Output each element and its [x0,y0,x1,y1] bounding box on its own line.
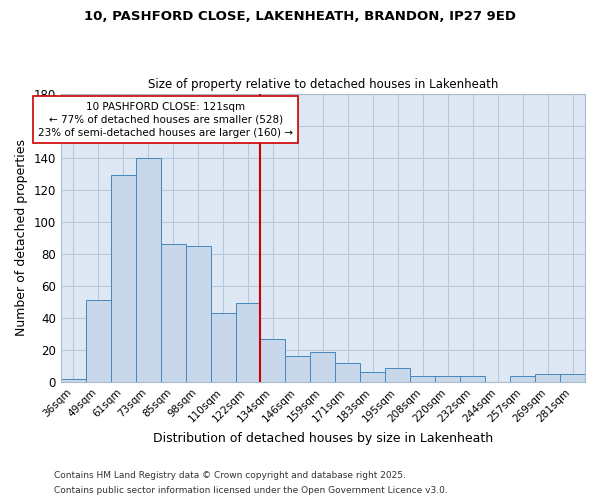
Bar [560,374,585,382]
X-axis label: Distribution of detached houses by size in Lakenheath: Distribution of detached houses by size … [153,432,493,445]
Bar [260,338,286,382]
Bar [310,352,335,382]
Bar [286,356,310,382]
Bar [236,304,260,382]
Title: Size of property relative to detached houses in Lakenheath: Size of property relative to detached ho… [148,78,498,91]
Text: 10, PASHFORD CLOSE, LAKENHEATH, BRANDON, IP27 9ED: 10, PASHFORD CLOSE, LAKENHEATH, BRANDON,… [84,10,516,23]
Y-axis label: Number of detached properties: Number of detached properties [15,140,28,336]
Bar [111,176,136,382]
Bar [61,378,86,382]
Bar [136,158,161,382]
Bar [361,372,385,382]
Bar [510,376,535,382]
Bar [335,362,361,382]
Bar [211,313,236,382]
Text: Contains HM Land Registry data © Crown copyright and database right 2025.: Contains HM Land Registry data © Crown c… [54,471,406,480]
Bar [185,246,211,382]
Bar [385,368,410,382]
Text: 10 PASHFORD CLOSE: 121sqm
← 77% of detached houses are smaller (528)
23% of semi: 10 PASHFORD CLOSE: 121sqm ← 77% of detac… [38,102,293,138]
Bar [410,376,435,382]
Bar [460,376,485,382]
Bar [86,300,111,382]
Bar [161,244,185,382]
Bar [435,376,460,382]
Text: Contains public sector information licensed under the Open Government Licence v3: Contains public sector information licen… [54,486,448,495]
Bar [535,374,560,382]
